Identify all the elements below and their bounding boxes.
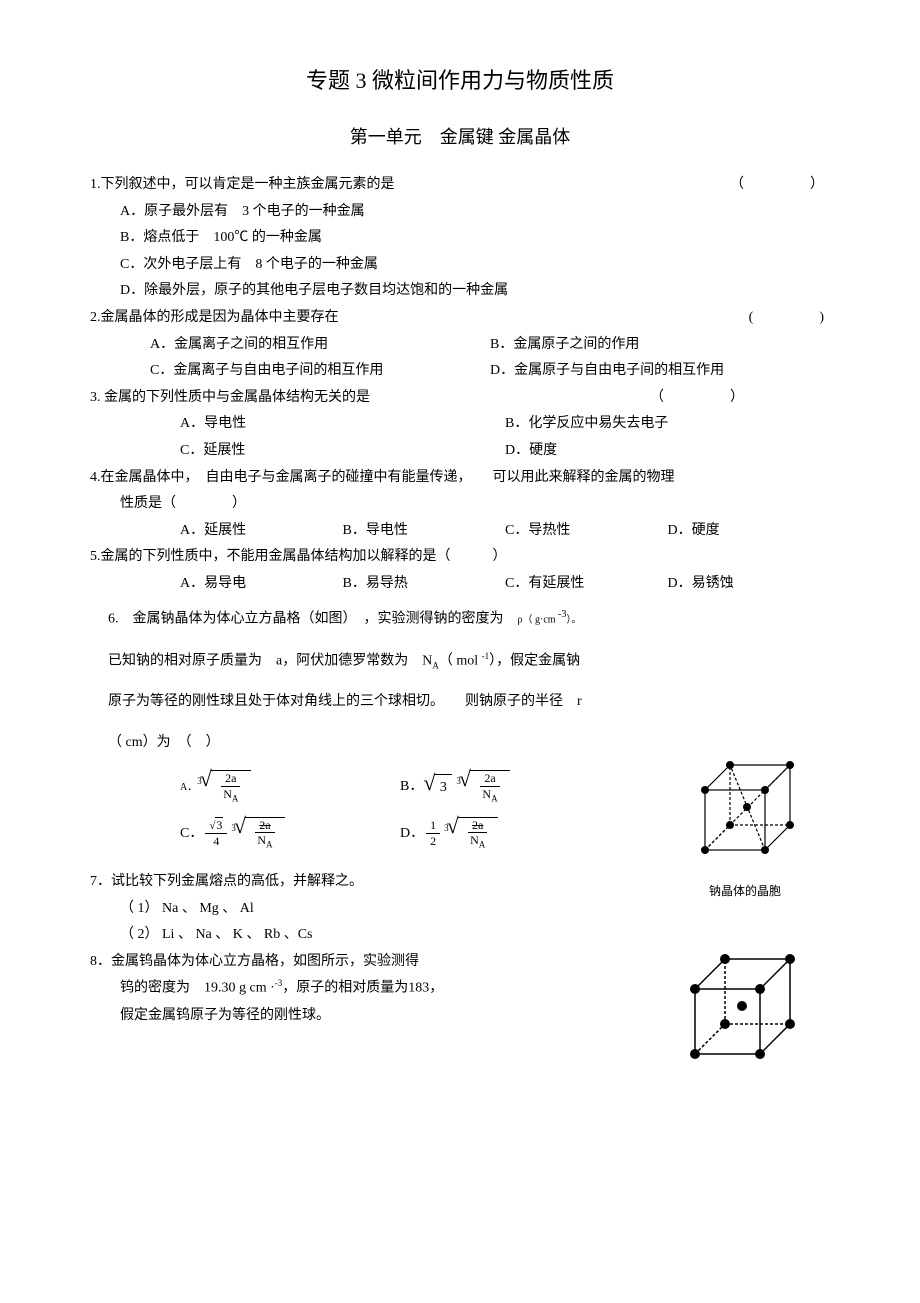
q6-l1b: ρ（ g·cm <box>518 615 559 626</box>
q6-optA: A． 3 √ 2a NA <box>180 770 400 804</box>
q4-optD: D．硬度 <box>668 518 831 545</box>
q2-row1: A．金属离子之间的相互作用 B．金属原子之间的作用 <box>90 332 830 359</box>
q6-l2e: ），假定金属钠 <box>489 653 580 668</box>
q2-text: 2.金属晶体的形成是因为晶体中主要存在 <box>90 305 339 332</box>
tungsten-cube-figure <box>680 949 800 1080</box>
sodium-cube-figure: 钠晶体的晶胞 <box>690 755 800 902</box>
frac-den: NA <box>478 787 501 805</box>
q2-paren: ( ) <box>749 305 830 332</box>
q6-optB: B． √3 3 √ 2a NA <box>400 770 620 804</box>
q4-stem-a: 4.在金属晶体中， 自由电子与金属离子的碰撞中有能量传递， 可以用此来解释的金属… <box>90 465 830 492</box>
q6: 6. 金属钠晶体为体心立方晶格（如图） ，实验测得钠的密度为 ρ（ g·cm -… <box>90 605 830 851</box>
q6-line2: 已知钠的相对原子质量为 a，阿伏加德罗常数为 NA（ mol -1），假定金属钠 <box>90 648 830 675</box>
q2-row2: C．金属离子与自由电子间的相互作用 D．金属原子与自由电子间的相互作用 <box>90 358 830 385</box>
cube-icon <box>690 755 800 865</box>
q2-optC: C．金属离子与自由电子间的相互作用 <box>150 358 490 385</box>
q6-B-label: B． <box>400 774 423 801</box>
q1-stem: 1.下列叙述中，可以肯定是一种主族金属元素的是 （ ） <box>90 172 830 199</box>
q3-optD: D．硬度 <box>505 438 830 465</box>
q7-line2: （ 2） Li 、 Na 、 K 、 Rb 、Cs <box>90 922 830 949</box>
q6-l1d: ）。 <box>566 615 581 626</box>
q4-optB: B．导电性 <box>343 518 506 545</box>
q4-optC: C．导热性 <box>505 518 668 545</box>
frac-num: 1 <box>426 818 440 833</box>
q1-optA: A．原子最外层有 3 个电子的一种金属 <box>90 199 830 226</box>
q6-line4: （ cm）为 （ ） <box>90 730 830 757</box>
frac-num: 2a <box>468 818 487 833</box>
q3-row2: C．延展性 D．硬度 <box>90 438 830 465</box>
q5-optC: C．有延展性 <box>505 571 668 598</box>
q1-optB: B．熔点低于 100℃ 的一种金属 <box>90 225 830 252</box>
sub-title: 第一单元 金属键 金属晶体 <box>90 120 830 154</box>
q1-paren: （ ） <box>730 172 830 199</box>
q3-text: 3. 金属的下列性质中与金属晶体结构无关的是 <box>90 385 370 412</box>
q4-opts: A．延展性 B．导电性 C．导热性 D．硬度 <box>90 518 830 545</box>
q6-line1: 6. 金属钠晶体为体心立方晶格（如图） ，实验测得钠的密度为 ρ（ g·cm -… <box>90 605 830 633</box>
frac-den: NA <box>219 787 242 805</box>
q5-stem: 5.金属的下列性质中，不能用金属晶体结构加以解释的是（ ） <box>90 544 830 571</box>
cube-icon <box>680 949 800 1069</box>
frac-num: √3 <box>205 818 227 834</box>
q5-optD: D．易锈蚀 <box>668 571 831 598</box>
cube-label: 钠晶体的晶胞 <box>690 880 800 903</box>
q3-optB: B．化学反应中易失去电子 <box>505 411 830 438</box>
q6-A-label: A． <box>180 778 197 797</box>
frac-num: 2a <box>221 771 240 786</box>
q6-C-label: C． <box>180 821 203 848</box>
q6-l1a: 6. 金属钠晶体为体心立方晶格（如图） ，实验测得钠的密度为 <box>108 612 518 627</box>
q3-optA: A．导电性 <box>180 411 505 438</box>
q1-optC: C．次外电子层上有 8 个电子的一种金属 <box>90 252 830 279</box>
q6-optC: C． √3 4 3 √ 2a NA <box>180 817 400 851</box>
q2-optD: D．金属原子与自由电子间的相互作用 <box>490 358 830 385</box>
q8: 8．金属钨晶体为体心立方晶格，如图所示，实验测得 钨的密度为 19.30 g c… <box>90 949 830 1029</box>
q3-row1: A．导电性 B．化学反应中易失去电子 <box>90 411 830 438</box>
q8-l2a: 钨的密度为 19.30 g cm · <box>120 981 275 996</box>
q1-text: 1.下列叙述中，可以肯定是一种主族金属元素的是 <box>90 172 395 199</box>
q3-stem: 3. 金属的下列性质中与金属晶体结构无关的是 （ ） <box>90 385 830 412</box>
q4-optA: A．延展性 <box>180 518 343 545</box>
q1-optD: D．除最外层，原子的其他电子层电子数目均达饱和的一种金属 <box>90 278 830 305</box>
frac-num: 2a <box>480 771 499 786</box>
q6-optD: D． 1 2 3 √ 2a NA <box>400 817 620 851</box>
q6-l2d: -1 <box>482 651 490 661</box>
frac-den: 4 <box>209 834 223 850</box>
frac-den: NA <box>253 833 276 851</box>
frac-den: NA <box>466 833 489 851</box>
q6-l2a: 已知钠的相对原子质量为 a，阿伏加德罗常数为 N <box>108 653 432 668</box>
q2-optA: A．金属离子之间的相互作用 <box>150 332 490 359</box>
q6-line3: 原子为等径的刚性球且处于体对角线上的三个球相切。 则钠原子的半径 r <box>90 689 830 716</box>
q3-optC: C．延展性 <box>180 438 505 465</box>
q4-stem-b: 性质是（ ） <box>90 491 830 518</box>
q2-stem: 2.金属晶体的形成是因为晶体中主要存在 ( ) <box>90 305 830 332</box>
q5-optA: A．易导电 <box>180 571 343 598</box>
q5-optB: B．易导热 <box>343 571 506 598</box>
q8-l2c: ，原子的相对质量为183， <box>282 981 443 996</box>
q6-D-label: D． <box>400 821 424 848</box>
q5-opts: A．易导电 B．易导热 C．有延展性 D．易锈蚀 <box>90 571 830 598</box>
frac-den: 2 <box>426 834 440 850</box>
q6-l2c: （ mol <box>439 653 482 668</box>
q2-optB: B．金属原子之间的作用 <box>490 332 830 359</box>
frac-num: 2a <box>255 818 274 833</box>
sqrt3-body: 3 <box>434 774 452 802</box>
q3-paren: （ ） <box>650 385 750 412</box>
main-title: 专题 3 微粒间作用力与物质性质 <box>90 60 830 102</box>
